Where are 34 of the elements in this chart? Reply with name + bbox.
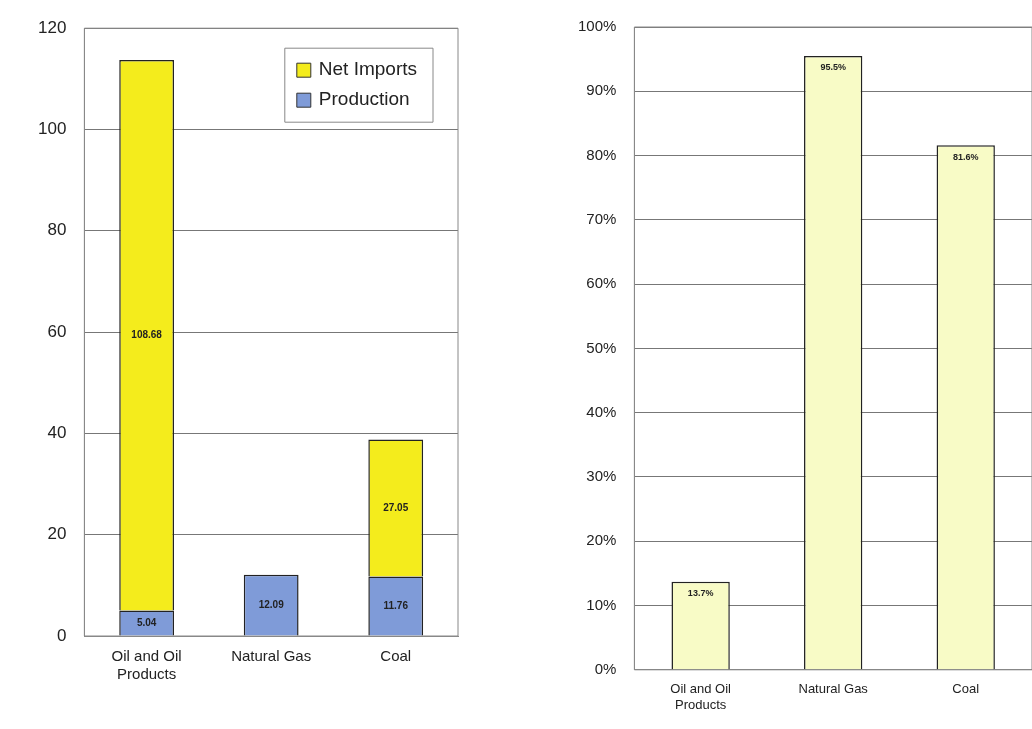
data-label: 27.05 — [383, 501, 409, 513]
y-tick-label: 50% — [586, 338, 617, 356]
legend-label: Net Imports — [318, 58, 418, 80]
y-tick-label: 40 — [47, 423, 67, 443]
data-label: 81.6% — [952, 151, 979, 162]
y-tick-label: 0 — [56, 625, 67, 645]
y-tick-label: 80 — [47, 220, 67, 240]
data-label: 95.5% — [820, 62, 846, 73]
data-label: 5.04 — [136, 616, 157, 628]
y-tick-label: 100 — [37, 119, 67, 139]
y-tick-label: 70% — [586, 209, 617, 227]
data-label: 13.7% — [687, 588, 714, 599]
data-label: 108.68 — [131, 328, 163, 340]
y-tick-label: 120 — [37, 17, 67, 37]
y-tick-label: 40% — [586, 402, 617, 420]
y-tick-label: 20% — [586, 531, 617, 549]
y-tick-label: 90% — [586, 81, 617, 99]
data-label: 12.09 — [258, 598, 285, 610]
y-tick-label: 30% — [586, 467, 617, 485]
y-tick-label: 10% — [586, 595, 617, 613]
x-tick-label: Natural Gas — [798, 681, 869, 697]
y-tick-label: 60 — [47, 321, 67, 341]
x-tick-label: Natural Gas — [231, 647, 312, 665]
y-tick-label: 80% — [586, 145, 617, 163]
y-tick-label: 20 — [47, 524, 67, 544]
y-tick-label: 60% — [586, 274, 617, 292]
x-tick-label: Oil and Oil Products — [111, 647, 182, 683]
x-tick-label: Oil and Oil Products — [670, 681, 732, 712]
y-tick-label: 0% — [594, 659, 617, 677]
x-tick-label: Coal — [952, 681, 980, 697]
data-label: 11.76 — [383, 599, 409, 611]
x-tick-label: Coal — [380, 647, 412, 665]
legend-label: Production — [318, 88, 410, 110]
y-tick-label: 100% — [577, 17, 617, 35]
